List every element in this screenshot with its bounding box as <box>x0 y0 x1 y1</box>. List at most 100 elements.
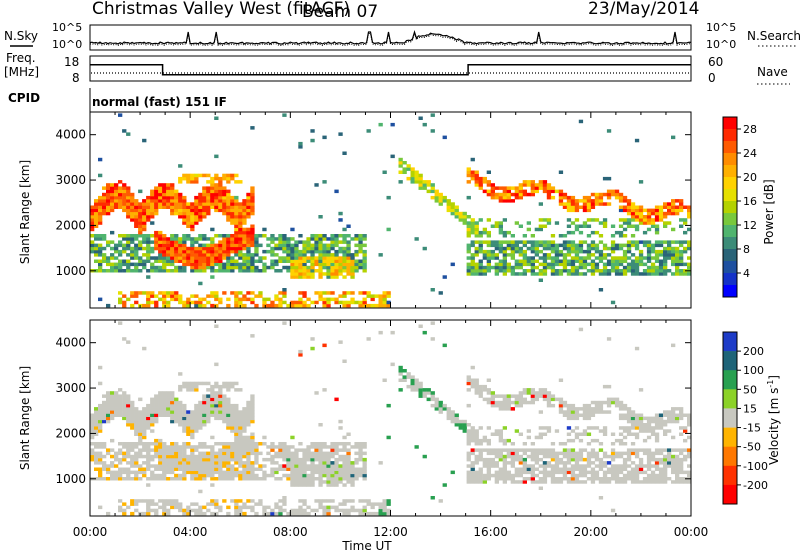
power-cell <box>574 265 580 270</box>
power-cell <box>166 249 171 254</box>
velocity-cell <box>194 445 199 449</box>
power-cell <box>222 291 227 295</box>
power-cell <box>542 240 548 244</box>
power-cell <box>478 230 483 235</box>
velocity-cell <box>98 403 103 408</box>
power-cell <box>594 249 600 254</box>
velocity-cell <box>202 400 207 405</box>
date-label: 23/May/2014 <box>588 0 700 19</box>
power-cell <box>126 234 131 238</box>
power-cell <box>342 234 347 238</box>
power-cell <box>558 262 564 267</box>
velocity-cell <box>226 464 231 468</box>
power-cell <box>194 208 199 213</box>
power-cell <box>358 291 363 295</box>
velocity-cell <box>130 511 135 516</box>
power-cell <box>562 234 568 238</box>
power-cell <box>518 224 523 228</box>
power-cell <box>150 189 155 194</box>
power-cell <box>386 294 391 298</box>
velocity-cell <box>354 467 359 471</box>
velocity-cell <box>146 445 151 449</box>
power-cell <box>142 246 147 251</box>
power-cell <box>154 300 159 305</box>
power-cell <box>166 294 171 298</box>
power-cell <box>138 215 143 219</box>
power-colorbar-label: 16 <box>743 195 757 208</box>
velocity-cell <box>522 467 527 471</box>
velocity-cell <box>290 508 295 513</box>
power-cell <box>402 167 407 171</box>
velocity-cell <box>654 448 660 452</box>
power-cell <box>646 227 652 232</box>
velocity-colorbar-label: 100 <box>743 364 764 377</box>
power-cell <box>322 237 327 241</box>
velocity-cell <box>150 470 155 475</box>
velocity-cell <box>282 499 287 503</box>
velocity-cell <box>522 477 527 481</box>
power-cell <box>642 262 648 267</box>
power-cell <box>294 300 299 305</box>
power-cell <box>614 259 620 263</box>
velocity-cell <box>322 508 327 513</box>
velocity-cell <box>242 423 247 427</box>
power-cell <box>606 262 612 267</box>
velocity-cell <box>242 448 247 452</box>
velocity-cell <box>174 473 179 478</box>
velocity-cell <box>154 416 159 421</box>
power-cell <box>671 199 676 203</box>
power-cell <box>214 183 219 187</box>
velocity-cell <box>202 511 207 516</box>
power-cell <box>126 211 131 216</box>
power-cell <box>346 269 351 273</box>
velocity-cell <box>146 461 151 465</box>
velocity-cell <box>518 394 523 398</box>
power-cell <box>226 180 231 184</box>
power-cell <box>170 243 175 248</box>
power-cell <box>562 202 568 206</box>
power-cell <box>250 211 255 216</box>
power-cell <box>238 218 243 222</box>
velocity-cell <box>494 403 499 408</box>
velocity-cell <box>110 454 115 459</box>
velocity-cell <box>687 435 692 440</box>
power-cell <box>210 262 215 267</box>
velocity-cell <box>166 457 171 462</box>
velocity-cell <box>602 384 608 389</box>
velocity-cell <box>538 388 543 392</box>
velocity-cell <box>675 470 680 475</box>
velocity-cell <box>590 407 596 411</box>
velocity-cell <box>110 464 115 468</box>
velocity-cell <box>378 330 383 335</box>
velocity-cell <box>470 438 475 443</box>
power-cell <box>170 262 175 267</box>
power-cell <box>162 262 167 267</box>
velocity-cell <box>218 391 223 395</box>
y-tick-label: 3000 <box>55 173 86 187</box>
velocity-cell <box>514 451 519 456</box>
power-cell <box>534 183 539 187</box>
velocity-cell <box>146 477 151 481</box>
power-cell <box>646 265 652 270</box>
power-cell <box>550 272 556 276</box>
velocity-cell <box>574 410 580 414</box>
velocity-cell <box>574 435 580 440</box>
velocity-cell <box>626 432 632 436</box>
velocity-cell <box>142 473 147 478</box>
power-cell <box>218 183 223 187</box>
velocity-cell <box>522 470 527 475</box>
velocity-cell <box>250 464 255 468</box>
power-cell <box>166 253 171 257</box>
velocity-cell <box>358 454 363 459</box>
power-cell <box>622 265 628 270</box>
velocity-cell <box>667 464 672 468</box>
velocity-cell <box>238 473 243 478</box>
power-cell <box>338 259 343 263</box>
power-cell <box>178 176 183 181</box>
velocity-cell <box>570 438 576 443</box>
velocity-cell <box>186 505 191 510</box>
velocity-cell <box>562 451 568 456</box>
velocity-cell <box>122 467 127 471</box>
velocity-cell <box>558 378 564 382</box>
velocity-cell <box>338 457 343 462</box>
